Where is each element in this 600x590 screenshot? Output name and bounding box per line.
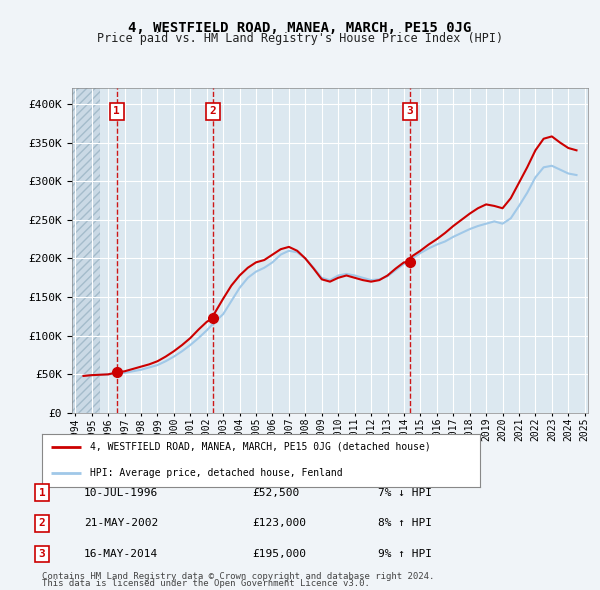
Text: £195,000: £195,000 [252,549,306,559]
Text: 1: 1 [113,106,120,116]
Text: 2: 2 [38,519,46,528]
Text: £52,500: £52,500 [252,488,299,497]
Text: Price paid vs. HM Land Registry's House Price Index (HPI): Price paid vs. HM Land Registry's House … [97,32,503,45]
Text: 3: 3 [38,549,46,559]
Text: HPI: Average price, detached house, Fenland: HPI: Average price, detached house, Fenl… [90,468,343,478]
Text: £123,000: £123,000 [252,519,306,528]
Text: 4, WESTFIELD ROAD, MANEA, MARCH, PE15 0JG (detached house): 4, WESTFIELD ROAD, MANEA, MARCH, PE15 0J… [90,442,431,452]
Bar [72,88,100,413]
Text: 3: 3 [407,106,413,116]
Text: 1: 1 [38,488,46,497]
Text: 2: 2 [209,106,217,116]
Text: 21-MAY-2002: 21-MAY-2002 [84,519,158,528]
Text: Contains HM Land Registry data © Crown copyright and database right 2024.: Contains HM Land Registry data © Crown c… [42,572,434,581]
Text: 4, WESTFIELD ROAD, MANEA, MARCH, PE15 0JG: 4, WESTFIELD ROAD, MANEA, MARCH, PE15 0J… [128,21,472,35]
Text: This data is licensed under the Open Government Licence v3.0.: This data is licensed under the Open Gov… [42,579,370,588]
Text: 7% ↓ HPI: 7% ↓ HPI [378,488,432,497]
Text: 16-MAY-2014: 16-MAY-2014 [84,549,158,559]
Text: 8% ↑ HPI: 8% ↑ HPI [378,519,432,528]
Text: 10-JUL-1996: 10-JUL-1996 [84,488,158,497]
Text: 9% ↑ HPI: 9% ↑ HPI [378,549,432,559]
